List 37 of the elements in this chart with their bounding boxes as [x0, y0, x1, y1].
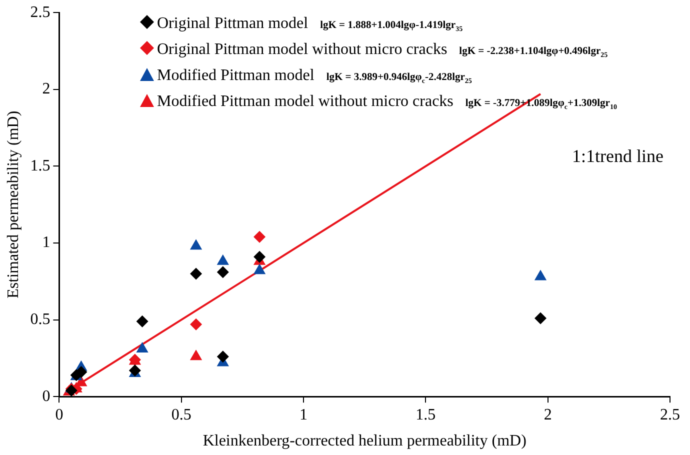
- x-tick-label: 1.5: [416, 406, 436, 424]
- point: [190, 239, 202, 250]
- y-tick-label: 0.5: [30, 311, 50, 328]
- y-tick-label: 2: [42, 80, 50, 98]
- legend-label: Original Pittman model without micro cracks: [157, 41, 448, 59]
- point: [128, 364, 141, 376]
- point: [216, 350, 229, 363]
- annotation: lgK = -2.238+1.104lgφ+0.496lgr$_{25}$: [459, 46, 608, 60]
- legend-label: Modified Pittman model without micro cracks: [157, 93, 454, 111]
- point: [216, 266, 229, 278]
- x-tick-label: 1: [300, 406, 308, 424]
- x-tick-label: 2: [544, 406, 552, 424]
- point: [136, 315, 148, 328]
- point: [254, 230, 266, 243]
- point: [253, 264, 266, 274]
- point: [216, 254, 229, 265]
- legend-label: Original Pittman model: [157, 15, 308, 33]
- y-tick-label: 1.5: [30, 157, 50, 174]
- point: [190, 350, 202, 360]
- x-axis-title: Kleinkenberg-corrected helium permeability (mD): [202, 432, 526, 450]
- point: [136, 342, 148, 352]
- point: [190, 268, 202, 280]
- y-tick-label: 2.5: [30, 4, 50, 21]
- y-tick-label: 1: [42, 234, 50, 252]
- y-tick-label: 0: [42, 388, 50, 405]
- annotation: lgK = 1.888+1.004lgφ-1.419lgr$_{35}$: [320, 20, 463, 34]
- point: [534, 270, 547, 280]
- annotation: 1:1trend line: [572, 146, 664, 167]
- point: [190, 318, 202, 330]
- x-tick-label: 0: [55, 406, 64, 424]
- x-tick-label: 0.5: [171, 406, 192, 424]
- legend-label: Modified Pittman model: [157, 67, 314, 85]
- point: [254, 250, 266, 263]
- x-tick-label: 2.5: [660, 406, 680, 424]
- y-axis-title: Estimated permeability (mD): [4, 110, 22, 298]
- point: [534, 312, 547, 324]
- annotation: lgK = 3.989+0.946lgφ$_{c}$-2.428lgr$_{25}$: [326, 72, 472, 86]
